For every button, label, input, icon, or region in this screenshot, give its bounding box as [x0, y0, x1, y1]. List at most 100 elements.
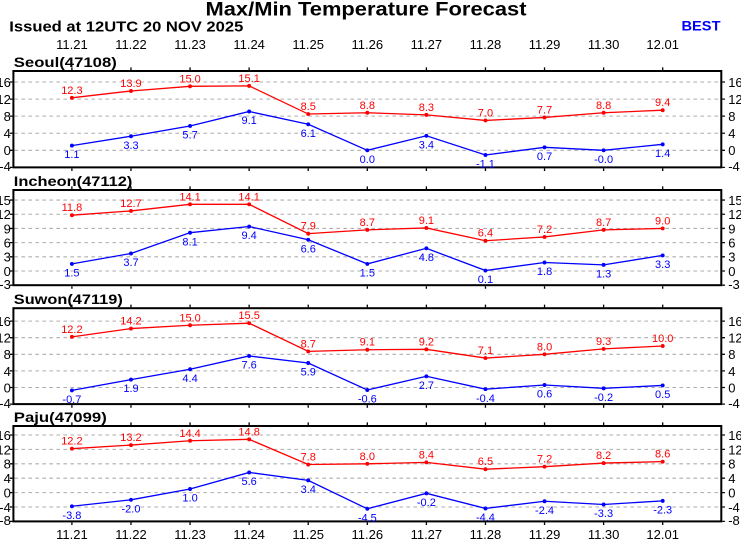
svg-text:16: 16: [0, 314, 11, 329]
svg-text:5.6: 5.6: [241, 476, 256, 488]
svg-text:-0.7: -0.7: [62, 394, 81, 406]
svg-text:1.5: 1.5: [64, 268, 79, 280]
svg-text:14.2: 14.2: [120, 316, 141, 328]
svg-text:12.2: 12.2: [61, 324, 82, 336]
svg-text:3.7: 3.7: [123, 257, 138, 269]
svg-text:11.27: 11.27: [411, 527, 443, 540]
svg-text:4: 4: [4, 471, 11, 486]
svg-text:5.7: 5.7: [182, 130, 197, 142]
svg-text:-4: -4: [728, 500, 740, 515]
svg-text:11.26: 11.26: [352, 527, 384, 540]
svg-text:0: 0: [4, 143, 11, 158]
svg-text:11.30: 11.30: [588, 527, 620, 540]
svg-text:8.5: 8.5: [301, 101, 316, 113]
svg-text:0: 0: [4, 486, 11, 501]
svg-text:-4: -4: [728, 396, 740, 411]
svg-text:Seoul(47108): Seoul(47108): [14, 54, 117, 70]
svg-text:11.29: 11.29: [529, 37, 561, 52]
svg-text:8: 8: [728, 347, 735, 362]
svg-text:15.0: 15.0: [179, 312, 200, 324]
svg-text:7.9: 7.9: [301, 221, 316, 233]
svg-text:12.7: 12.7: [120, 198, 141, 210]
svg-text:11.22: 11.22: [115, 527, 147, 540]
svg-text:3.4: 3.4: [301, 484, 316, 496]
svg-text:0: 0: [728, 486, 735, 501]
svg-text:Issued at 12UTC 20 NOV 2025: Issued at 12UTC 20 NOV 2025: [9, 18, 243, 35]
svg-text:-3.3: -3.3: [594, 508, 613, 520]
svg-text:1.3: 1.3: [596, 268, 611, 280]
svg-text:4: 4: [728, 126, 735, 141]
svg-text:15.0: 15.0: [179, 73, 200, 85]
svg-text:0: 0: [4, 264, 11, 279]
svg-text:11.28: 11.28: [470, 527, 502, 540]
svg-text:11.26: 11.26: [352, 37, 384, 52]
svg-text:8.0: 8.0: [360, 451, 375, 463]
svg-text:12: 12: [0, 92, 11, 107]
svg-text:9.1: 9.1: [241, 115, 256, 127]
svg-text:4.8: 4.8: [419, 252, 434, 264]
svg-text:12.2: 12.2: [61, 436, 82, 448]
svg-text:11.27: 11.27: [411, 37, 443, 52]
svg-text:6.5: 6.5: [478, 456, 493, 468]
svg-text:-4: -4: [0, 159, 11, 174]
svg-text:6.4: 6.4: [478, 228, 493, 240]
svg-text:8.8: 8.8: [596, 100, 611, 112]
svg-text:14.4: 14.4: [179, 428, 200, 440]
svg-text:8.7: 8.7: [301, 338, 316, 350]
svg-text:9.1: 9.1: [419, 215, 434, 227]
svg-text:4.4: 4.4: [182, 373, 197, 385]
svg-text:BEST: BEST: [682, 17, 721, 33]
svg-text:8: 8: [4, 457, 11, 472]
svg-text:7.6: 7.6: [241, 360, 256, 372]
svg-text:2.7: 2.7: [419, 380, 434, 392]
svg-text:-1.1: -1.1: [476, 159, 495, 171]
svg-text:7.8: 7.8: [301, 452, 316, 464]
svg-text:8: 8: [4, 347, 11, 362]
svg-text:0.0: 0.0: [360, 154, 375, 166]
svg-text:-0.6: -0.6: [358, 394, 377, 406]
svg-text:8.7: 8.7: [360, 217, 375, 229]
svg-text:4: 4: [728, 364, 735, 379]
svg-text:-0.2: -0.2: [417, 497, 436, 509]
svg-text:13.9: 13.9: [120, 78, 141, 90]
svg-text:12: 12: [0, 442, 11, 457]
svg-text:0: 0: [4, 380, 11, 395]
svg-text:11.25: 11.25: [292, 527, 324, 540]
svg-text:3.4: 3.4: [419, 139, 434, 151]
svg-text:-2.4: -2.4: [535, 505, 554, 517]
svg-text:14.1: 14.1: [179, 191, 200, 203]
svg-text:9: 9: [728, 221, 735, 236]
svg-text:0: 0: [728, 264, 735, 279]
svg-text:1.8: 1.8: [537, 266, 552, 278]
svg-text:12: 12: [728, 442, 741, 457]
svg-text:16: 16: [728, 75, 741, 90]
svg-text:-4.4: -4.4: [476, 512, 495, 524]
svg-text:8.6: 8.6: [655, 449, 670, 461]
svg-text:-0.2: -0.2: [594, 392, 613, 404]
svg-text:-8: -8: [728, 513, 740, 528]
svg-text:9.3: 9.3: [596, 336, 611, 348]
svg-text:-2.3: -2.3: [653, 504, 672, 516]
svg-text:0.6: 0.6: [537, 389, 552, 401]
svg-text:10.0: 10.0: [652, 333, 673, 345]
svg-text:1.4: 1.4: [655, 148, 670, 160]
svg-text:Suwon(47119): Suwon(47119): [14, 291, 123, 307]
svg-text:0.5: 0.5: [655, 389, 670, 401]
svg-text:14.1: 14.1: [238, 191, 259, 203]
svg-text:6: 6: [4, 236, 11, 251]
svg-text:9: 9: [4, 221, 11, 236]
svg-text:0.1: 0.1: [478, 274, 493, 286]
svg-text:8.7: 8.7: [596, 217, 611, 229]
svg-text:15: 15: [728, 193, 741, 208]
svg-text:12: 12: [0, 331, 11, 346]
svg-text:0: 0: [728, 380, 735, 395]
svg-text:9.4: 9.4: [655, 97, 670, 109]
svg-text:16: 16: [728, 428, 741, 443]
svg-text:8.8: 8.8: [360, 100, 375, 112]
svg-text:1.1: 1.1: [64, 149, 79, 161]
svg-text:12: 12: [728, 207, 741, 222]
svg-text:-0.4: -0.4: [476, 393, 495, 405]
svg-text:12.01: 12.01: [646, 37, 679, 52]
svg-text:-8: -8: [0, 513, 11, 528]
svg-text:3: 3: [4, 250, 11, 265]
